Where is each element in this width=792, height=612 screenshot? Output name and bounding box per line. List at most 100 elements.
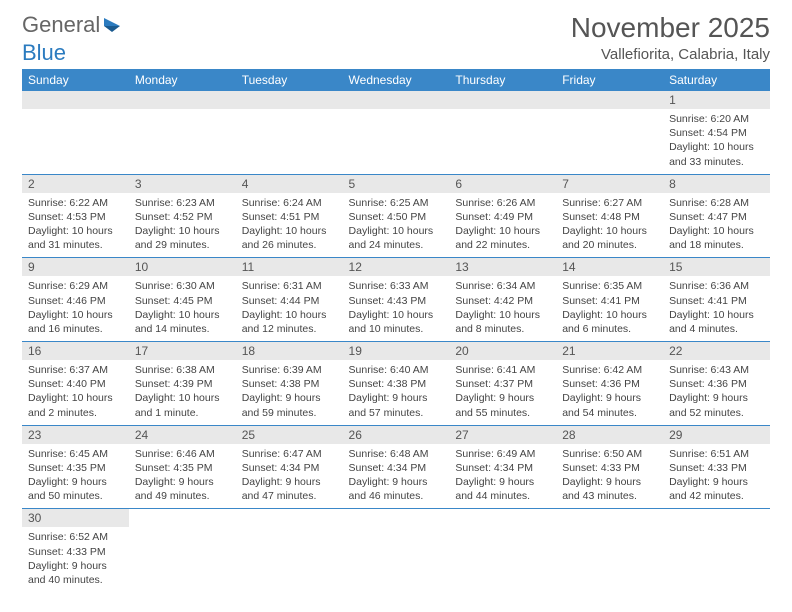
calendar-cell: 15Sunrise: 6:36 AMSunset: 4:41 PMDayligh…: [663, 258, 770, 342]
day-number: 22: [663, 342, 770, 360]
daylight-text: Daylight: 9 hours and 42 minutes.: [669, 475, 764, 503]
sunrise-text: Sunrise: 6:26 AM: [455, 196, 550, 210]
sunrise-text: Sunrise: 6:28 AM: [669, 196, 764, 210]
calendar-row: 9Sunrise: 6:29 AMSunset: 4:46 PMDaylight…: [22, 258, 770, 342]
sunset-text: Sunset: 4:34 PM: [349, 461, 444, 475]
daylight-text: Daylight: 10 hours and 12 minutes.: [242, 308, 337, 336]
calendar-cell: 3Sunrise: 6:23 AMSunset: 4:52 PMDaylight…: [129, 174, 236, 258]
calendar-cell: [449, 509, 556, 592]
calendar-cell: 27Sunrise: 6:49 AMSunset: 4:34 PMDayligh…: [449, 425, 556, 509]
sunset-text: Sunset: 4:54 PM: [669, 126, 764, 140]
logo-text-1: General: [22, 12, 100, 38]
daylight-text: Daylight: 10 hours and 22 minutes.: [455, 224, 550, 252]
day-number: 18: [236, 342, 343, 360]
daylight-text: Daylight: 10 hours and 4 minutes.: [669, 308, 764, 336]
sunrise-text: Sunrise: 6:42 AM: [562, 363, 657, 377]
day-number: 7: [556, 175, 663, 193]
sunrise-text: Sunrise: 6:23 AM: [135, 196, 230, 210]
day-details: Sunrise: 6:35 AMSunset: 4:41 PMDaylight:…: [556, 276, 663, 341]
sunset-text: Sunset: 4:36 PM: [562, 377, 657, 391]
sunset-text: Sunset: 4:40 PM: [28, 377, 123, 391]
calendar-cell: [236, 509, 343, 592]
calendar-row: 16Sunrise: 6:37 AMSunset: 4:40 PMDayligh…: [22, 342, 770, 426]
daylight-text: Daylight: 9 hours and 52 minutes.: [669, 391, 764, 419]
sunrise-text: Sunrise: 6:52 AM: [28, 530, 123, 544]
day-details: Sunrise: 6:33 AMSunset: 4:43 PMDaylight:…: [343, 276, 450, 341]
day-number: 29: [663, 426, 770, 444]
day-details: Sunrise: 6:38 AMSunset: 4:39 PMDaylight:…: [129, 360, 236, 425]
sunset-text: Sunset: 4:35 PM: [135, 461, 230, 475]
sunset-text: Sunset: 4:33 PM: [28, 545, 123, 559]
calendar-cell: 2Sunrise: 6:22 AMSunset: 4:53 PMDaylight…: [22, 174, 129, 258]
day-details: Sunrise: 6:22 AMSunset: 4:53 PMDaylight:…: [22, 193, 129, 258]
calendar-cell: 19Sunrise: 6:40 AMSunset: 4:38 PMDayligh…: [343, 342, 450, 426]
sunrise-text: Sunrise: 6:43 AM: [669, 363, 764, 377]
day-number: 12: [343, 258, 450, 276]
calendar-cell: [663, 509, 770, 592]
day-details: Sunrise: 6:49 AMSunset: 4:34 PMDaylight:…: [449, 444, 556, 509]
weekday-header: Friday: [556, 69, 663, 91]
sunrise-text: Sunrise: 6:29 AM: [28, 279, 123, 293]
day-details: Sunrise: 6:48 AMSunset: 4:34 PMDaylight:…: [343, 444, 450, 509]
sunset-text: Sunset: 4:50 PM: [349, 210, 444, 224]
day-number: 6: [449, 175, 556, 193]
day-number: 1: [663, 91, 770, 109]
calendar-cell: 26Sunrise: 6:48 AMSunset: 4:34 PMDayligh…: [343, 425, 450, 509]
day-details: Sunrise: 6:40 AMSunset: 4:38 PMDaylight:…: [343, 360, 450, 425]
daylight-text: Daylight: 10 hours and 16 minutes.: [28, 308, 123, 336]
sunset-text: Sunset: 4:49 PM: [455, 210, 550, 224]
calendar-cell: [556, 509, 663, 592]
calendar-cell: 24Sunrise: 6:46 AMSunset: 4:35 PMDayligh…: [129, 425, 236, 509]
day-details: Sunrise: 6:31 AMSunset: 4:44 PMDaylight:…: [236, 276, 343, 341]
calendar-cell: 4Sunrise: 6:24 AMSunset: 4:51 PMDaylight…: [236, 174, 343, 258]
calendar-cell: 17Sunrise: 6:38 AMSunset: 4:39 PMDayligh…: [129, 342, 236, 426]
calendar-cell: [129, 509, 236, 592]
logo-text-2: Blue: [22, 40, 66, 66]
daylight-text: Daylight: 10 hours and 2 minutes.: [28, 391, 123, 419]
day-details: Sunrise: 6:52 AMSunset: 4:33 PMDaylight:…: [22, 527, 129, 592]
empty-day-bar: [129, 91, 236, 109]
weekday-header: Saturday: [663, 69, 770, 91]
sunrise-text: Sunrise: 6:20 AM: [669, 112, 764, 126]
day-details: Sunrise: 6:37 AMSunset: 4:40 PMDaylight:…: [22, 360, 129, 425]
month-title: November 2025: [571, 12, 770, 44]
sunrise-text: Sunrise: 6:45 AM: [28, 447, 123, 461]
day-number: 27: [449, 426, 556, 444]
day-number: 5: [343, 175, 450, 193]
daylight-text: Daylight: 10 hours and 20 minutes.: [562, 224, 657, 252]
day-number: 23: [22, 426, 129, 444]
calendar-cell: [449, 91, 556, 174]
calendar-cell: 20Sunrise: 6:41 AMSunset: 4:37 PMDayligh…: [449, 342, 556, 426]
daylight-text: Daylight: 10 hours and 8 minutes.: [455, 308, 550, 336]
day-number: 28: [556, 426, 663, 444]
calendar-row: 1Sunrise: 6:20 AMSunset: 4:54 PMDaylight…: [22, 91, 770, 174]
calendar-row: 30Sunrise: 6:52 AMSunset: 4:33 PMDayligh…: [22, 509, 770, 592]
sunset-text: Sunset: 4:42 PM: [455, 294, 550, 308]
day-number: 21: [556, 342, 663, 360]
daylight-text: Daylight: 9 hours and 40 minutes.: [28, 559, 123, 587]
day-number: 4: [236, 175, 343, 193]
calendar-cell: 7Sunrise: 6:27 AMSunset: 4:48 PMDaylight…: [556, 174, 663, 258]
weekday-header: Thursday: [449, 69, 556, 91]
sunset-text: Sunset: 4:41 PM: [562, 294, 657, 308]
sunset-text: Sunset: 4:35 PM: [28, 461, 123, 475]
calendar-row: 23Sunrise: 6:45 AMSunset: 4:35 PMDayligh…: [22, 425, 770, 509]
day-number: 3: [129, 175, 236, 193]
day-details: Sunrise: 6:29 AMSunset: 4:46 PMDaylight:…: [22, 276, 129, 341]
weekday-header: Tuesday: [236, 69, 343, 91]
sunrise-text: Sunrise: 6:46 AM: [135, 447, 230, 461]
day-details: Sunrise: 6:30 AMSunset: 4:45 PMDaylight:…: [129, 276, 236, 341]
sunrise-text: Sunrise: 6:39 AM: [242, 363, 337, 377]
day-details: Sunrise: 6:43 AMSunset: 4:36 PMDaylight:…: [663, 360, 770, 425]
day-details: Sunrise: 6:24 AMSunset: 4:51 PMDaylight:…: [236, 193, 343, 258]
sunset-text: Sunset: 4:33 PM: [562, 461, 657, 475]
sunrise-text: Sunrise: 6:47 AM: [242, 447, 337, 461]
day-details: Sunrise: 6:25 AMSunset: 4:50 PMDaylight:…: [343, 193, 450, 258]
calendar-cell: 16Sunrise: 6:37 AMSunset: 4:40 PMDayligh…: [22, 342, 129, 426]
calendar-row: 2Sunrise: 6:22 AMSunset: 4:53 PMDaylight…: [22, 174, 770, 258]
day-details: Sunrise: 6:23 AMSunset: 4:52 PMDaylight:…: [129, 193, 236, 258]
day-number: 30: [22, 509, 129, 527]
daylight-text: Daylight: 9 hours and 47 minutes.: [242, 475, 337, 503]
day-details: Sunrise: 6:51 AMSunset: 4:33 PMDaylight:…: [663, 444, 770, 509]
day-details: Sunrise: 6:50 AMSunset: 4:33 PMDaylight:…: [556, 444, 663, 509]
